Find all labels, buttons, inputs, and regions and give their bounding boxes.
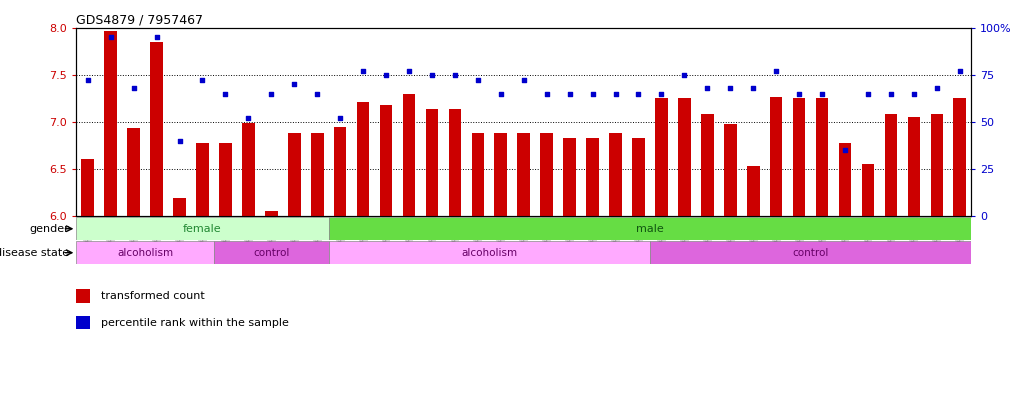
Text: alcoholism: alcoholism (462, 248, 518, 258)
Point (745, 85, 762, 91)
Point (263, 90, 280, 97)
Bar (214, 241, 328, 264)
Point (906, 90, 922, 97)
Point (791, 90, 807, 97)
Bar (81, 159, 94, 216)
Text: female: female (183, 224, 222, 234)
Bar (76, 241, 214, 264)
Point (859, 90, 876, 97)
Bar (494, 133, 507, 216)
Point (516, 77, 532, 83)
Point (676, 72, 693, 78)
Point (585, 90, 601, 97)
Text: control: control (792, 248, 829, 258)
Point (148, 34, 165, 40)
Point (125, 85, 141, 91)
Point (355, 68, 371, 74)
Bar (931, 114, 943, 216)
Bar (678, 98, 691, 216)
Point (952, 68, 968, 74)
Point (378, 72, 395, 78)
Text: disease state: disease state (0, 248, 69, 258)
Text: control: control (253, 248, 290, 258)
Point (539, 90, 555, 97)
Bar (379, 105, 393, 216)
Bar (242, 123, 254, 216)
Text: transformed count: transformed count (101, 291, 204, 301)
Bar (265, 211, 278, 216)
Point (286, 81, 302, 87)
Bar (655, 98, 668, 216)
Bar (127, 129, 140, 216)
Point (631, 90, 647, 97)
Bar (724, 124, 736, 216)
Point (240, 115, 256, 121)
Bar (328, 217, 971, 240)
Bar (288, 133, 301, 216)
Bar (151, 42, 163, 216)
Bar (403, 94, 415, 216)
Text: percentile rank within the sample: percentile rank within the sample (101, 318, 289, 328)
Point (218, 90, 234, 97)
Bar (448, 108, 462, 216)
Bar (586, 138, 599, 216)
Bar (76, 289, 89, 303)
Point (722, 85, 738, 91)
Bar (334, 127, 347, 216)
Bar (633, 138, 645, 216)
Bar (861, 164, 875, 216)
Text: GDS4879 / 7957467: GDS4879 / 7957467 (76, 13, 203, 26)
Bar (770, 97, 782, 216)
Bar (885, 114, 897, 216)
Bar (426, 108, 438, 216)
Point (883, 90, 899, 97)
Point (929, 85, 945, 91)
Bar (518, 133, 530, 216)
Bar (746, 166, 760, 216)
Bar (76, 217, 328, 240)
Bar (793, 98, 805, 216)
Point (607, 90, 623, 97)
Text: gender: gender (29, 224, 69, 234)
Bar (540, 133, 553, 216)
Bar (357, 102, 369, 216)
Point (837, 147, 853, 153)
Point (492, 90, 508, 97)
Point (814, 90, 830, 97)
Text: male: male (636, 224, 664, 234)
Bar (701, 114, 714, 216)
Bar (839, 143, 851, 216)
Point (194, 77, 211, 83)
Text: alcoholism: alcoholism (117, 248, 173, 258)
Point (470, 77, 486, 83)
Point (79, 77, 96, 83)
Bar (219, 143, 232, 216)
Point (561, 90, 578, 97)
Point (172, 138, 188, 144)
Bar (954, 98, 966, 216)
Bar (76, 316, 89, 329)
Point (103, 34, 119, 40)
Bar (311, 133, 323, 216)
Bar (650, 241, 971, 264)
Point (768, 68, 784, 74)
Bar (907, 117, 920, 216)
Point (309, 90, 325, 97)
Point (332, 115, 348, 121)
Point (424, 72, 440, 78)
Bar (563, 138, 576, 216)
Bar (196, 143, 208, 216)
Point (446, 72, 463, 78)
Point (401, 68, 417, 74)
Bar (328, 241, 650, 264)
Bar (816, 98, 829, 216)
Bar (472, 133, 484, 216)
Bar (173, 198, 186, 216)
Bar (609, 133, 621, 216)
Bar (105, 31, 117, 216)
Point (700, 85, 716, 91)
Point (653, 90, 669, 97)
